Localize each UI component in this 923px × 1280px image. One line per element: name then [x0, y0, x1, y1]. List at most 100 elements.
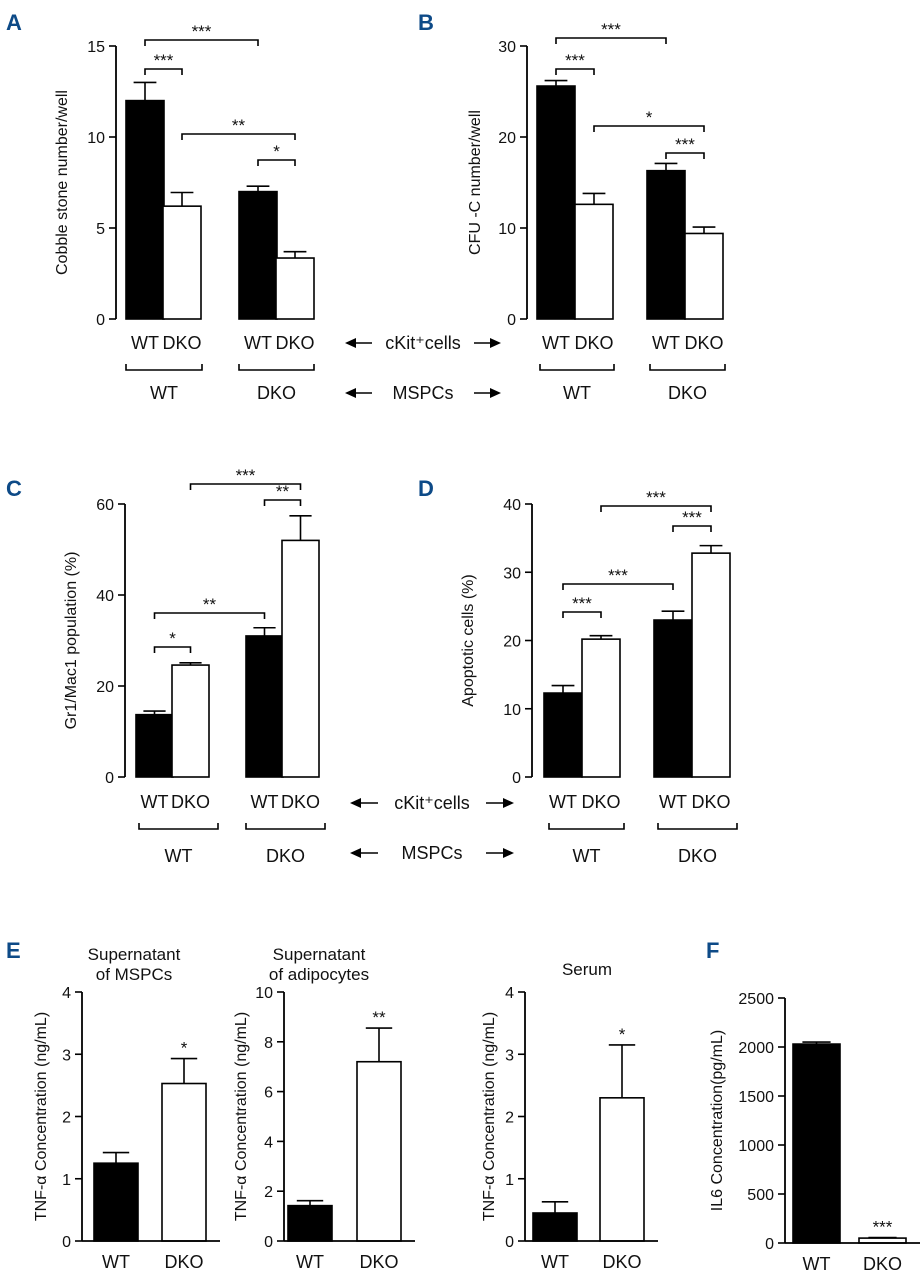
panel-a-significance-bracket-0 — [144, 68, 183, 75]
panel-e-2-title-line-0: Supernatant — [273, 945, 366, 964]
panel-a-y-tick-label: 5 — [96, 221, 105, 238]
panel-a-significance-label-1: *** — [192, 22, 212, 41]
panel-c-y-tick-label: 0 — [105, 770, 114, 787]
panel-e-1-y-tick-label: 2 — [62, 1110, 71, 1127]
panel-c-group-bracket-0 — [138, 823, 219, 830]
panel-e-2-x-tick-label-0: WT — [296, 1252, 324, 1272]
panel-a-significance-bracket-2 — [181, 133, 296, 140]
panel-a-bar-3 — [275, 257, 315, 320]
panel-a-y-axis-label: Cobble stone number/well — [54, 90, 71, 275]
panel-a-significance-bracket-1 — [144, 39, 259, 46]
panel-a-bar-2 — [238, 190, 278, 320]
panel-c-group-label-0: WT — [165, 846, 193, 866]
panel-b-y-tick-label: 10 — [498, 221, 516, 238]
mspc-left-arrowhead — [345, 388, 356, 398]
panel-e-2-y-tick-label: 8 — [264, 1035, 273, 1052]
panel-b-group-bracket-0 — [539, 364, 615, 371]
panel-a-group-bracket-1 — [238, 364, 315, 371]
middle-labels-row2: cKit⁺cells MSPCs — [350, 793, 514, 863]
panel-b-significance-label-1: *** — [601, 20, 621, 39]
panel-c-x-tick-label-3: DKO — [281, 792, 320, 812]
panel-d-group-label-1: DKO — [678, 846, 717, 866]
panel-c-y-axis-label: Gr1/Mac1 population (%) — [63, 552, 80, 730]
panel-b-x-tick-label-3: DKO — [684, 333, 723, 353]
panel-c-significance-label-1: ** — [203, 595, 217, 614]
panel-e-3-y-tick-label: 3 — [505, 1047, 514, 1064]
panel-a-group-label-1: DKO — [257, 383, 296, 403]
panel-e-3-bar-1 — [599, 1097, 645, 1242]
panel-b-x-tick-label-1: DKO — [574, 333, 613, 353]
panel-f-x-tick-label-1: DKO — [863, 1254, 902, 1274]
panel-d-significance-label-0: *** — [572, 594, 592, 613]
panel-b-group-bracket-1 — [649, 364, 726, 371]
panel-b-significance-bracket-1 — [555, 37, 667, 44]
panel-d-x-tick-label-2: WT — [659, 792, 687, 812]
panel-d-significance-label-3: *** — [682, 508, 702, 527]
panel-d-significance-bracket-1 — [562, 583, 674, 590]
panel-e-1-bar-label-1: * — [181, 1039, 188, 1058]
panel-f-y-tick-label: 500 — [747, 1187, 774, 1204]
panel-e-1-y-tick-label: 3 — [62, 1047, 71, 1064]
panel-a-x-tick-label-0: WT — [131, 333, 159, 353]
panel-c-x-tick-label-0: WT — [141, 792, 169, 812]
panel-b-letter: B — [418, 10, 434, 35]
panel-e-3-bar-label-1: * — [619, 1025, 626, 1044]
panel-e-3-y-tick-label: 1 — [505, 1172, 514, 1189]
panel-e-3-x-tick-label-0: WT — [541, 1252, 569, 1272]
panel-b-bar-2 — [646, 169, 686, 320]
panel-f-x-tick-label-0: WT — [803, 1254, 831, 1274]
panel-d-bar-2 — [653, 619, 693, 778]
panel-e-3-title: Serum — [562, 960, 612, 979]
panel-a-group-label-0: WT — [150, 383, 178, 403]
panel-c-bar-2 — [245, 635, 284, 778]
panel-f-y-tick-label: 2500 — [738, 991, 774, 1008]
panel-d-significance-bracket-0 — [562, 611, 602, 618]
panel-e-1-x-tick-label-0: WT — [102, 1252, 130, 1272]
panel-c-significance-label-3: ** — [276, 482, 290, 501]
panel-d-y-axis-label: Apoptotic cells (%) — [460, 574, 477, 707]
panel-d-bar-3 — [691, 552, 731, 778]
panel-e-1-y-axis-label: TNF-α Concentration (ng/mL) — [33, 1012, 50, 1221]
panel-d-x-tick-label-0: WT — [549, 792, 577, 812]
ckit-left-arrowhead-2 — [350, 798, 361, 808]
panel-d-group-bracket-1 — [657, 823, 738, 830]
panel-d-significance-label-1: *** — [608, 566, 628, 585]
panel-c-significance-bracket-1 — [153, 612, 266, 619]
panel-f-y-tick-label: 2000 — [738, 1040, 774, 1057]
panel-d-x-tick-label-1: DKO — [581, 792, 620, 812]
panel-a-bar-1 — [162, 205, 202, 320]
panel-f-bar-0 — [792, 1043, 841, 1244]
panel-f-letter: F — [706, 938, 719, 963]
panel-d-letter: D — [418, 476, 434, 501]
panel-d-group-bracket-0 — [548, 823, 625, 830]
panel-a-y-tick-label: 15 — [87, 39, 105, 56]
panel-b-x-tick-label-2: WT — [652, 333, 680, 353]
panel-a-significance-bracket-3 — [257, 159, 296, 166]
panel-d-y-tick-label: 40 — [503, 497, 521, 514]
panel-e-3-title-line-0: Serum — [562, 960, 612, 979]
panel-d-significance-label-2: *** — [646, 488, 666, 507]
ckit-right-arrowhead-2 — [503, 798, 514, 808]
panel-c-y-tick-label: 60 — [96, 497, 114, 514]
panel-e-1-title: Supernatant of MSPCs — [88, 945, 181, 984]
panel-d-y-tick-label: 10 — [503, 702, 521, 719]
panel-e-1-bar-0 — [93, 1162, 139, 1242]
panel-e-2-title: Supernatant of adipocytes — [269, 945, 369, 984]
panel-c-letter: C — [6, 476, 22, 501]
middle-labels-row1: cKit⁺cells MSPCs — [345, 333, 501, 403]
panel-b-bar-0 — [536, 85, 576, 320]
panel-d-y-tick-label: 20 — [503, 634, 521, 651]
panel-e-1-title-line-1: of MSPCs — [96, 965, 173, 984]
panel-e-3-y-tick-label: 0 — [505, 1234, 514, 1251]
panel-b-bar-3 — [684, 232, 724, 320]
panel-c-y-tick-label: 20 — [96, 679, 114, 696]
panel-b-bar-1 — [574, 203, 614, 320]
panel-e-3-x-tick-label-1: DKO — [602, 1252, 641, 1272]
panel-e-2-y-tick-label: 6 — [264, 1085, 273, 1102]
ckit-right-arrowhead — [490, 338, 501, 348]
panel-a-letter: A — [6, 10, 22, 35]
panel-e-2-y-axis-label: TNF-α Concentration (ng/mL) — [233, 1012, 250, 1221]
panel-e-2-y-tick-label: 4 — [264, 1134, 273, 1151]
panel-b-significance-bracket-3 — [665, 152, 705, 159]
